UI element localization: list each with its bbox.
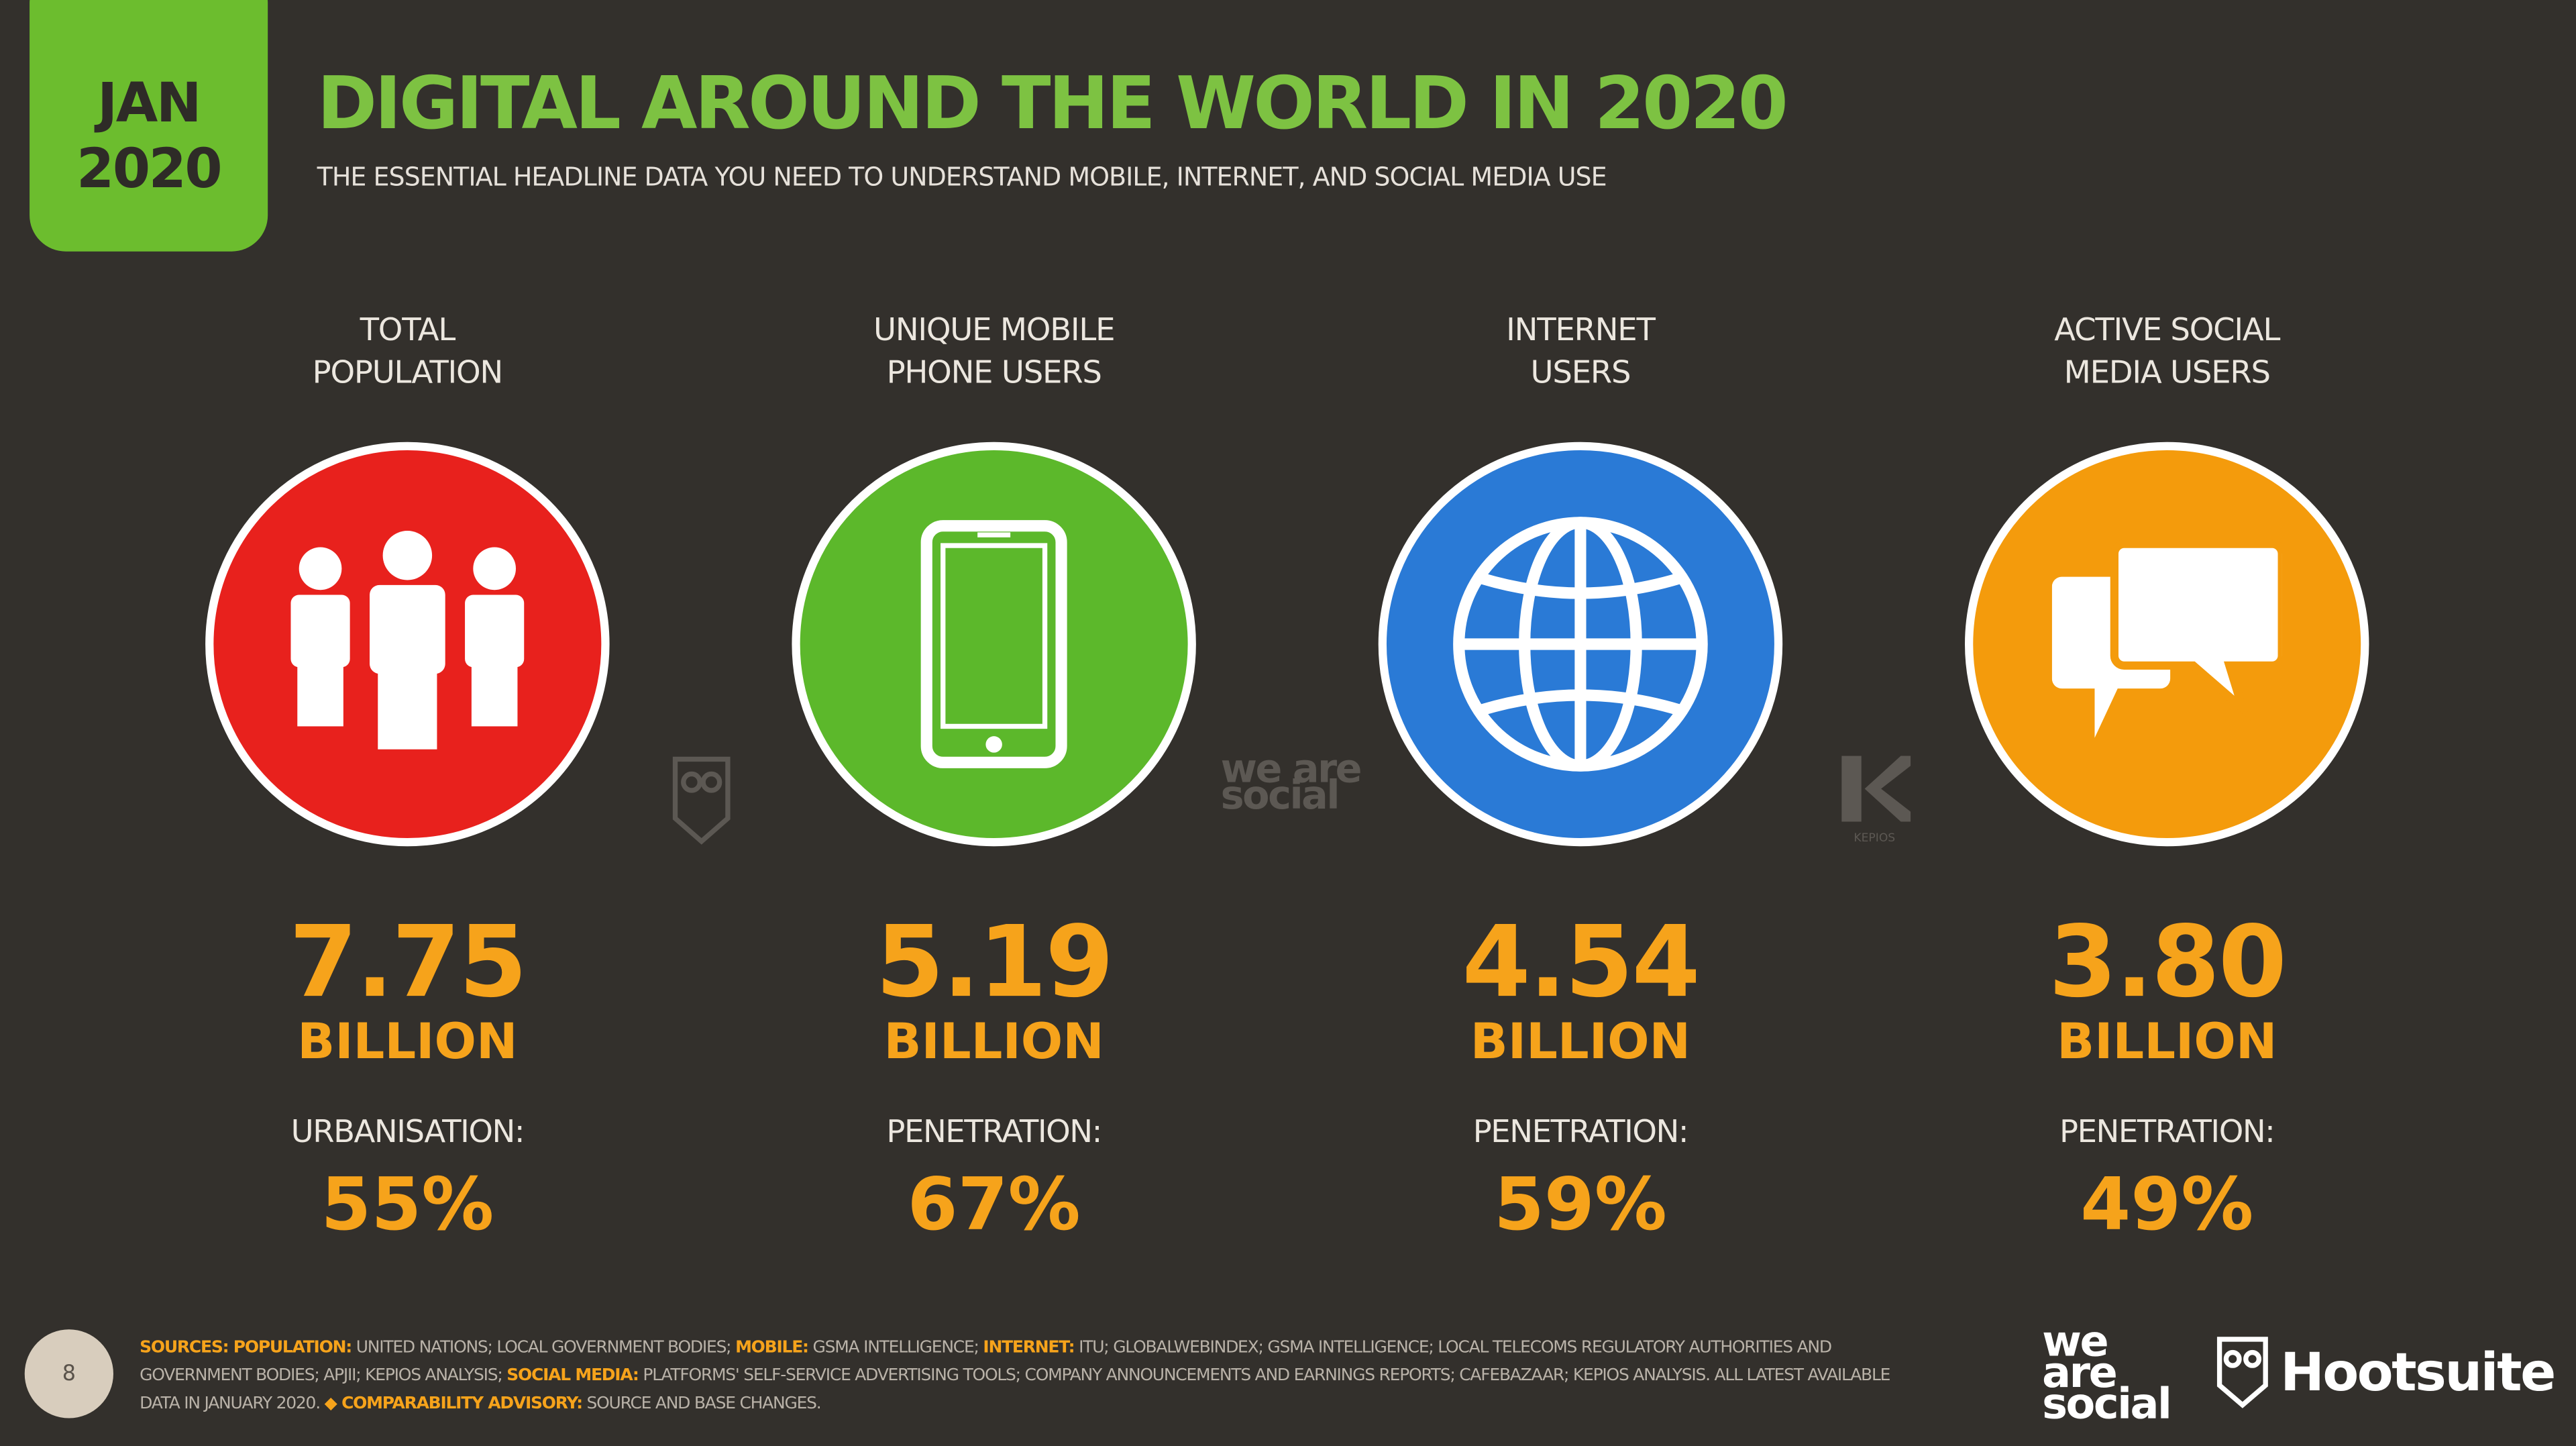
stat-social-media-users: ACTIVE SOCIAL MEDIA USERS 3.80 BILLION PE… bbox=[1921, 309, 2414, 1250]
stat-total-population: TOTAL POPULATION 7.75 BILLION URBANISATIO… bbox=[161, 309, 654, 1250]
stat-value: 4.54 bbox=[1462, 905, 1701, 1021]
date-year: 2020 bbox=[76, 136, 223, 201]
social-circle bbox=[1965, 442, 2369, 847]
source-segment: GSMA INTELLIGENCE; bbox=[808, 1339, 983, 1357]
hootsuite-owl-icon bbox=[2216, 1337, 2268, 1408]
source-segment: INTERNET: bbox=[983, 1339, 1075, 1357]
stat-unit: BILLION bbox=[1470, 1014, 1691, 1072]
source-segment: SOCIAL MEDIA: bbox=[506, 1367, 639, 1386]
hootsuite-owl-watermark-icon bbox=[672, 756, 731, 845]
stat-sub-label: PENETRATION: bbox=[2059, 1114, 2275, 1151]
we-are-social-logo: we are social bbox=[2042, 1318, 2172, 1430]
kepios-watermark: KEPIOS bbox=[1837, 753, 1913, 845]
stat-percent: 55% bbox=[321, 1163, 494, 1247]
source-segment: SOURCE AND BASE CHANGES. bbox=[582, 1395, 822, 1414]
source-segment: SOURCES: POPULATION: bbox=[140, 1339, 352, 1357]
mobile-phone-icon bbox=[920, 520, 1067, 768]
hootsuite-logo: Hootsuite bbox=[2214, 1335, 2556, 1410]
stat-unit: BILLION bbox=[297, 1014, 518, 1072]
stat-label: ACTIVE SOCIAL MEDIA USERS bbox=[2054, 312, 2280, 391]
page-number: 8 bbox=[24, 1329, 113, 1418]
speech-bubbles-icon bbox=[2051, 539, 2282, 738]
stat-percent: 59% bbox=[1493, 1163, 1667, 1247]
source-segment: MOBILE: bbox=[735, 1339, 809, 1357]
mobile-circle bbox=[792, 442, 1196, 847]
stat-sub-label: URBANISATION: bbox=[290, 1114, 525, 1151]
internet-circle bbox=[1378, 442, 1783, 847]
kepios-logo-icon bbox=[1841, 756, 1911, 822]
source-segment: UNITED NATIONS; LOCAL GOVERNMENT BODIES; bbox=[352, 1339, 736, 1357]
stat-value: 5.19 bbox=[875, 905, 1114, 1021]
source-segment: PLATFORMS' SELF-SERVICE ADVERTISING TOOL… bbox=[140, 1367, 1890, 1414]
people-icon bbox=[290, 531, 525, 750]
source-segment: ITU; GLOBALWEBINDEX; GSMA INTELLIGENCE; … bbox=[140, 1339, 1832, 1386]
stat-percent: 49% bbox=[2080, 1163, 2254, 1247]
stat-label: INTERNET USERS bbox=[1506, 312, 1656, 391]
sources-text: SOURCES: POPULATION: UNITED NATIONS; LOC… bbox=[140, 1335, 1914, 1418]
stat-unit: BILLION bbox=[2057, 1014, 2277, 1072]
stat-mobile-users: UNIQUE MOBILE PHONE USERS 5.19 BILLION PE… bbox=[747, 309, 1240, 1250]
we-are-social-watermark: we are social bbox=[1220, 745, 1362, 819]
date-badge: JAN 2020 bbox=[30, 0, 268, 252]
stat-internet-users: INTERNET USERS 4.54 BILLION PENETRATION: … bbox=[1334, 309, 1827, 1250]
stat-percent: 67% bbox=[907, 1163, 1081, 1247]
stat-sub-label: PENETRATION: bbox=[1472, 1114, 1689, 1151]
globe-icon bbox=[1453, 517, 1708, 772]
stat-label: TOTAL POPULATION bbox=[312, 312, 504, 391]
population-circle bbox=[205, 442, 610, 847]
date-month: JAN bbox=[97, 70, 201, 135]
stat-value: 7.75 bbox=[288, 905, 527, 1021]
source-segment: ◆ COMPARABILITY ADVISORY: bbox=[324, 1395, 583, 1414]
page-subtitle: THE ESSENTIAL HEADLINE DATA YOU NEED TO … bbox=[317, 162, 1607, 193]
stat-label: UNIQUE MOBILE PHONE USERS bbox=[873, 312, 1116, 391]
stat-value: 3.80 bbox=[2048, 905, 2287, 1021]
stat-unit: BILLION bbox=[883, 1014, 1104, 1072]
page-title: DIGITAL AROUND THE WORLD IN 2020 bbox=[317, 62, 1788, 146]
stat-sub-label: PENETRATION: bbox=[886, 1114, 1102, 1151]
